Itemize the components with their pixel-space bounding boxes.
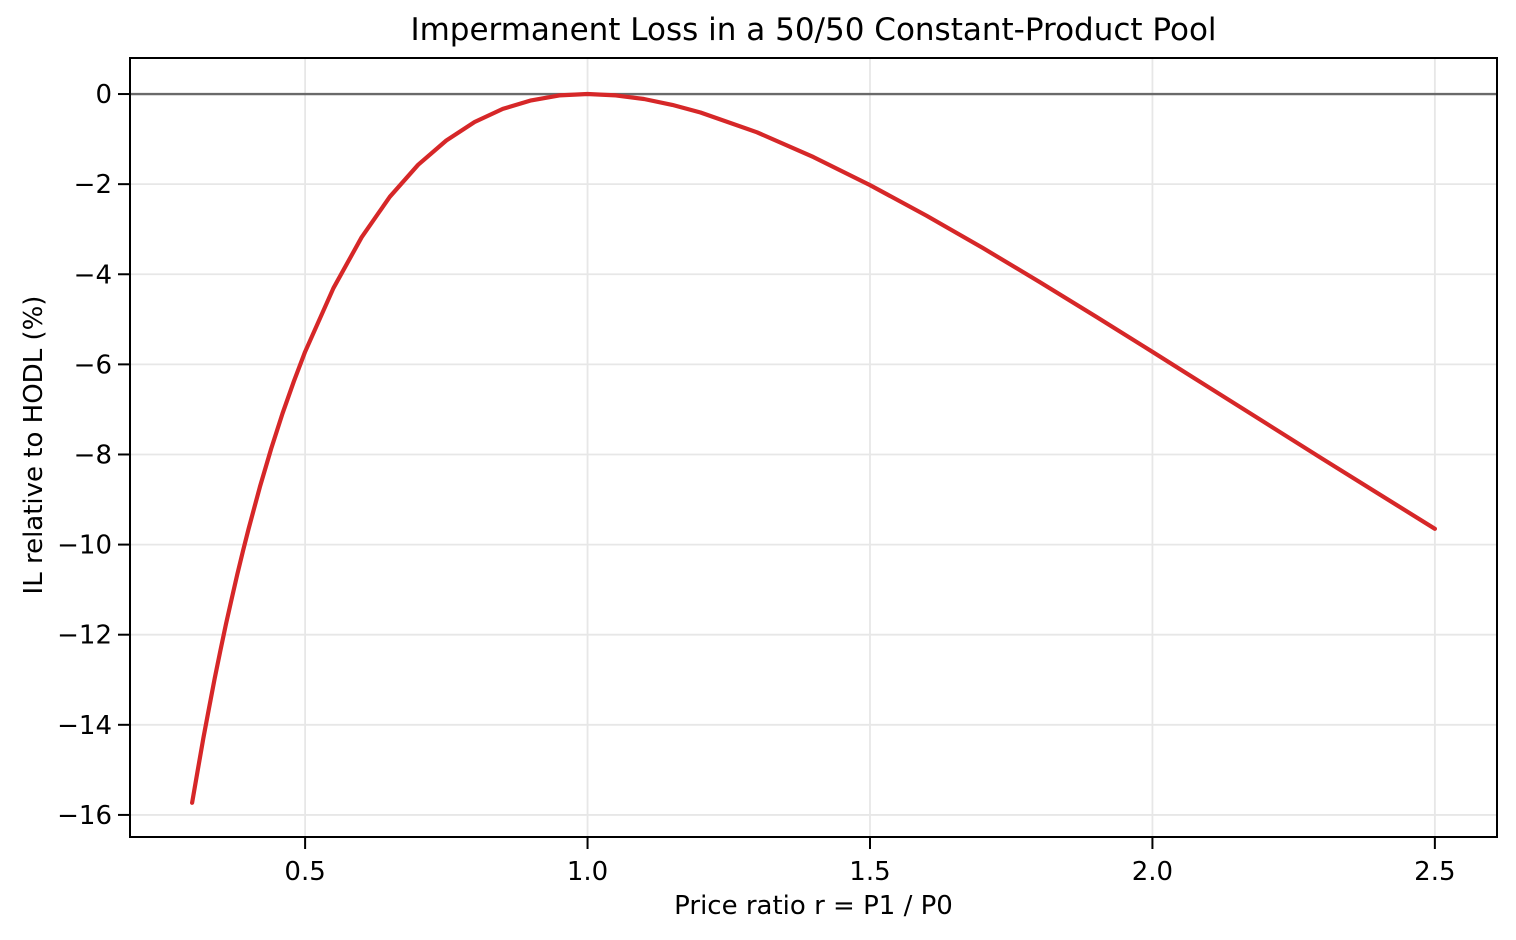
x-tick-label: 2.5 (1414, 857, 1455, 887)
y-tick-label: −2 (74, 170, 112, 200)
impermanent-loss-curve (190, 91, 1437, 805)
x-tick-label: 0.5 (284, 857, 325, 887)
y-tick-label: −12 (57, 621, 112, 651)
y-tick-label: −4 (74, 260, 112, 290)
x-tick-label: 1.5 (849, 857, 890, 887)
y-tick-label: 0 (95, 80, 112, 110)
chart-title: Impermanent Loss in a 50/50 Constant-Pro… (410, 12, 1217, 48)
y-tick-label: −14 (57, 711, 112, 741)
axes-spines (129, 57, 1498, 838)
y-tick-label: −6 (74, 350, 112, 380)
x-axis-label: Price ratio r = P1 / P0 (674, 891, 953, 921)
x-tick-label: 1.0 (567, 857, 608, 887)
y-tick-label: −10 (57, 531, 112, 561)
x-tick-label: 2.0 (1132, 857, 1173, 887)
y-tick-label: −16 (57, 801, 112, 831)
y-tick-label: −8 (74, 440, 112, 470)
